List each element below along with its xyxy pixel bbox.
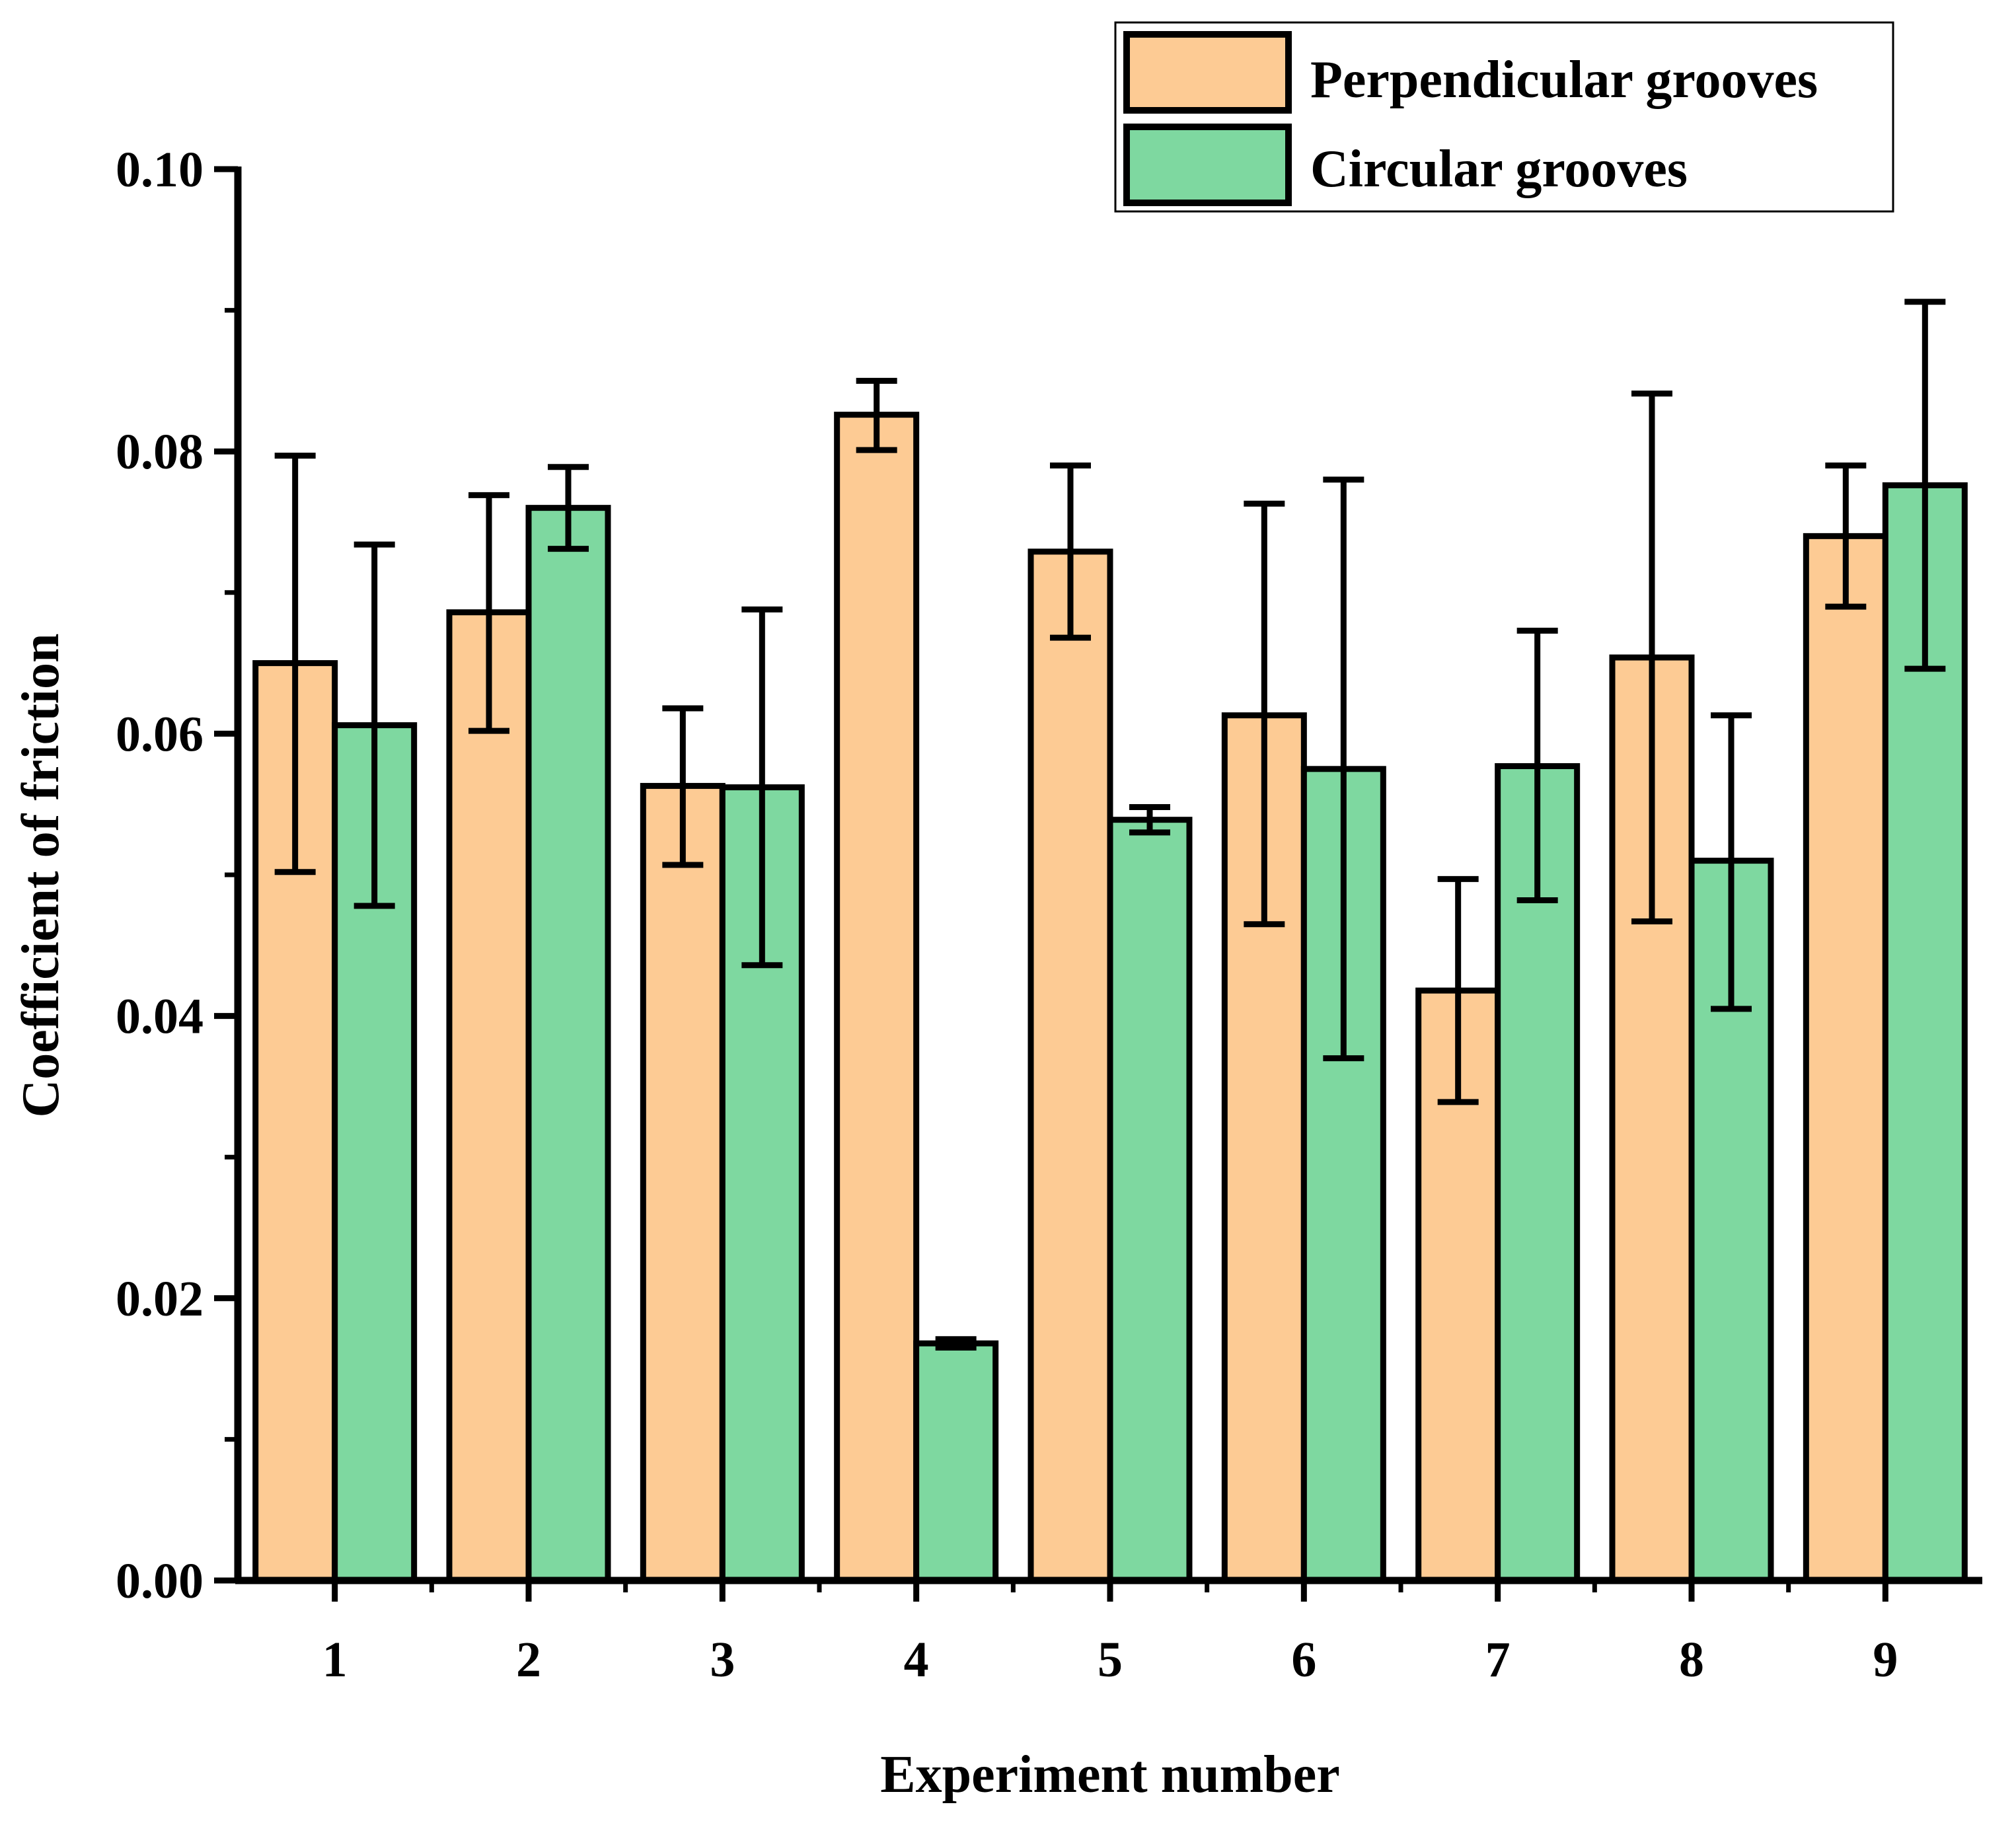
y-axis-title: Coefficient of friction bbox=[12, 633, 70, 1117]
y-tick-label-0.06: 0.06 bbox=[116, 706, 204, 762]
x-tick-label-7: 7 bbox=[1485, 1632, 1511, 1688]
bar-circular-4 bbox=[913, 1340, 999, 1584]
legend-swatch-circular bbox=[1123, 124, 1292, 206]
legend-swatch-perpendicular bbox=[1123, 31, 1292, 114]
x-tick-label-2: 2 bbox=[516, 1632, 541, 1688]
x-tick-label-5: 5 bbox=[1098, 1632, 1123, 1688]
x-tick-label-6: 6 bbox=[1291, 1632, 1316, 1688]
x-tick-label-3: 3 bbox=[710, 1632, 735, 1688]
x-tick-label-8: 8 bbox=[1679, 1632, 1704, 1688]
legend-label-perpendicular: Perpendicular grooves bbox=[1310, 51, 1818, 109]
legend: Perpendicular grooves Circular grooves bbox=[1114, 21, 1894, 213]
bar-circular-2 bbox=[525, 505, 611, 1584]
y-tick-label-0.00: 0.00 bbox=[116, 1553, 204, 1609]
bar-perpendicular-4 bbox=[834, 412, 920, 1584]
y-tick-label-0.08: 0.08 bbox=[116, 424, 204, 480]
legend-label-circular: Circular grooves bbox=[1310, 140, 1688, 198]
y-tick-label-0.02: 0.02 bbox=[116, 1271, 204, 1327]
x-tick-label-9: 9 bbox=[1873, 1632, 1898, 1688]
x-tick-label-1: 1 bbox=[322, 1632, 348, 1688]
error-bars bbox=[274, 299, 1946, 1351]
bar-perpendicular-2 bbox=[446, 609, 532, 1584]
plot-bars bbox=[252, 412, 1968, 1584]
x-axis-title: Experiment number bbox=[880, 1746, 1340, 1804]
bar-circular-5 bbox=[1107, 817, 1193, 1584]
y-tick-label-0.10: 0.10 bbox=[116, 142, 204, 198]
y-tick-label-0.04: 0.04 bbox=[116, 989, 204, 1045]
bar-perpendicular-5 bbox=[1027, 548, 1113, 1584]
bar-perpendicular-3 bbox=[640, 782, 726, 1584]
bar-perpendicular-9 bbox=[1803, 533, 1888, 1584]
x-tick-label-4: 4 bbox=[904, 1632, 929, 1688]
axes: 1 2 3 4 5 6 7 8 9 0.00 0.02 0.04 0.06 0.08 0.10 bbox=[116, 142, 1982, 1688]
